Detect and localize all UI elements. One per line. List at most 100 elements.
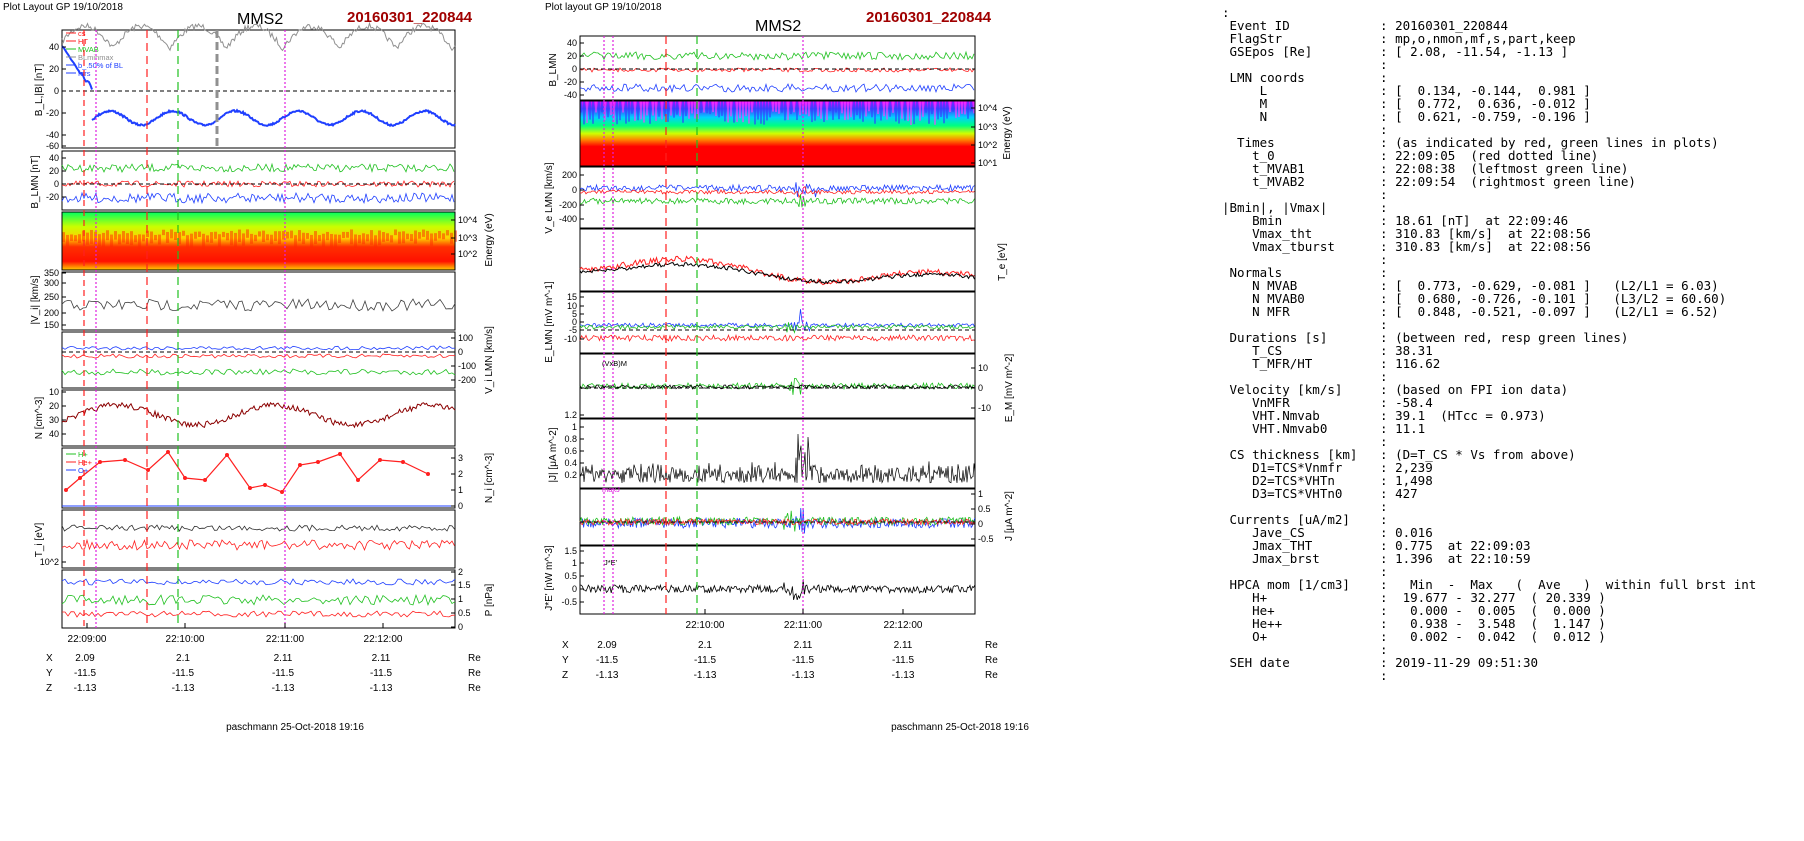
info-line: Times : (as indicated by red, green line… xyxy=(1222,135,1719,150)
left-panel-ni xyxy=(61,447,456,509)
right-elmn-y-tick-label: 0 xyxy=(572,317,577,327)
right-j-y-tick-label: 1 xyxy=(978,489,983,499)
info-line: : xyxy=(1222,434,1388,449)
right-j-y-tick-label: 0.5 xyxy=(978,504,991,514)
left-n-ylabel: N [cm^-3] xyxy=(34,397,45,440)
left-ni-h-point xyxy=(280,490,284,494)
right-pos-unit: Re xyxy=(985,670,998,681)
right-em-vxb xyxy=(579,378,975,395)
left-vilmn-ylabel: V_i LMN [km/s] xyxy=(484,326,495,394)
right-pos-value: -11.5 xyxy=(792,655,814,666)
left-p-y-tick-label: 0 xyxy=(458,622,463,632)
left-ni-h-point xyxy=(225,453,229,457)
left-energy-ylabel: Energy (eV) xyxy=(484,213,495,266)
right-blmn-ylabel: B_LMN xyxy=(548,53,559,86)
right-je-line xyxy=(580,579,976,601)
left-b-y-tick-label: -20 xyxy=(46,108,59,118)
right-plot-header: Plot layout GP 19/10/2018 xyxy=(545,2,662,13)
right-panel-blmn xyxy=(579,35,976,101)
left-blmn-y-tick-label: 0 xyxy=(54,179,59,189)
left-n-y-tick-label: 10 xyxy=(49,387,59,397)
left-blmn-y-tick-label: 20 xyxy=(49,166,59,176)
right-pos-value: -11.5 xyxy=(596,655,618,666)
left-p-y-tick-label: 1 xyxy=(458,594,463,604)
right-je-y-tick-label: 1.5 xyxy=(564,546,577,556)
left-ni-h-point xyxy=(316,460,320,464)
left-panel-vi xyxy=(61,271,456,331)
left-vi-y-tick-label: 200 xyxy=(44,308,59,318)
left-ni-y-tick-label: 3 xyxy=(458,453,463,463)
right-ve-ylabel: V_e LMN [km/s] xyxy=(544,162,555,233)
right-electron-spectrogram xyxy=(580,101,975,166)
info-line: D2=TCS*VHTn : 1,498 xyxy=(1222,473,1433,488)
right-pos-value: 2.11 xyxy=(794,640,813,651)
right-elmn-ylabel: E_LMN [mV m^-1] xyxy=(544,281,555,363)
left-vi-y-tick-label: 350 xyxy=(44,268,59,278)
right-pos-unit: Re xyxy=(985,640,998,651)
left-ni-h-point xyxy=(426,472,430,476)
left-p-y-tick-label: 1.5 xyxy=(458,580,471,590)
left-n-y-tick-label: 30 xyxy=(49,415,59,425)
left-vilmn-y-tick-label: -100 xyxy=(458,361,476,371)
left-vilmn-y-tick-label: -200 xyxy=(458,375,476,385)
left-blmn-l xyxy=(61,179,455,188)
left-bl-line xyxy=(91,108,456,128)
event-info-panel: : Event ID : 20160301_220844 FlagStr : m… xyxy=(1222,0,1802,841)
right-blmn-y-tick-label: -40 xyxy=(564,90,577,100)
info-line: Currents [uA/m2] : xyxy=(1222,512,1388,527)
left-time-label: 22:11:00 xyxy=(266,634,305,645)
info-line: O+ : 0.002 - 0.042 ( 0.012 ) xyxy=(1222,629,1606,644)
left-ni-h-point xyxy=(401,460,405,464)
left-b-ylabel: B_L,|B| [nT] xyxy=(34,64,45,117)
left-blmn-y-tick-label: -20 xyxy=(46,192,59,202)
left-ni-y-tick-label: 2 xyxy=(458,469,463,479)
right-je-y-tick-label: 0 xyxy=(572,584,577,594)
left-vilmn-y-tick-label: 0 xyxy=(458,347,463,357)
right-jmag-ylabel: |J| [μA m^-2] xyxy=(548,427,559,482)
left-pos-label: Y xyxy=(46,668,53,679)
left-ni-h-point xyxy=(146,468,150,472)
left-pos-label: Z xyxy=(46,683,52,694)
left-pos-unit: Re xyxy=(468,668,481,679)
left-p-y-tick-label: 2 xyxy=(458,567,463,577)
left-ni-h-point xyxy=(356,478,360,482)
right-elmn-y-tick-label: -10 xyxy=(564,334,577,344)
info-line: : xyxy=(1222,369,1388,384)
left-ni-h-point xyxy=(123,458,127,462)
right-ve-y-tick-label: -200 xyxy=(559,200,577,210)
right-pos-value: 2.11 xyxy=(894,640,913,651)
info-line: D3=TCS*VHTn0 : 427 xyxy=(1222,486,1418,501)
left-b-legend-entry: HT xyxy=(78,37,88,46)
left-ni-h-point xyxy=(378,458,382,462)
left-ni-h-point xyxy=(203,478,207,482)
info-line: N MFR : [ 0.848, -0.521, -0.097 ] (L2/L1… xyxy=(1222,304,1719,319)
right-pos-label: X xyxy=(562,640,569,651)
info-line: : xyxy=(1222,122,1388,137)
info-line: VHT.Nmvab : 39.1 (HTcc = 0.973) xyxy=(1222,408,1546,423)
right-blmn-y-tick-label: 20 xyxy=(567,51,577,61)
left-pos-value: -1.13 xyxy=(74,683,97,694)
left-ti-y-tick-label: 10^2 xyxy=(40,557,59,567)
left-pos-value: 2.11 xyxy=(372,653,391,664)
info-line: Jmax_brst : 1.396 at 22:10:59 xyxy=(1222,551,1531,566)
right-e-n xyxy=(579,333,975,343)
right-jmag-line xyxy=(579,433,976,484)
info-line: HPCA mom [1/cm3] : Min - Max ( Ave ) wit… xyxy=(1222,577,1757,592)
left-ni-y-tick-label: 1 xyxy=(458,485,463,495)
right-pos-label: Z xyxy=(562,670,568,681)
right-blmn-y-tick-label: 40 xyxy=(567,38,577,48)
left-p-ylabel: P [nPa] xyxy=(484,583,495,616)
right-elmn-y-tick-label: 5 xyxy=(572,309,577,319)
right-ve-y-tick-label: -400 xyxy=(559,214,577,224)
right-panel-je xyxy=(579,545,976,615)
right-jmag-y-tick-label: 0.6 xyxy=(564,446,577,456)
left-pos-value: -1.13 xyxy=(272,683,295,694)
info-line: t_MVAB2 : 22:09:54 (rightmost green line… xyxy=(1222,174,1636,189)
left-pos-value: -11.5 xyxy=(74,668,96,679)
info-line: : xyxy=(1222,5,1230,20)
right-plot-spacecraft: MMS2 xyxy=(755,18,801,35)
right-energy-y-tick-label: 10^2 xyxy=(978,140,997,150)
left-ni-h-point xyxy=(183,476,187,480)
left-p-total xyxy=(62,610,456,618)
info-line: N MVAB0 : [ 0.680, -0.726, -0.101 ] (L3/… xyxy=(1222,291,1727,306)
